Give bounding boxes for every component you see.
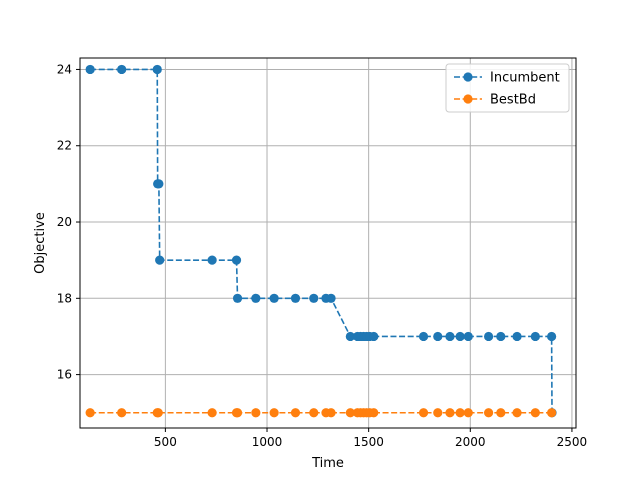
data-point-bestbd xyxy=(326,408,336,418)
y-tick-label: 20 xyxy=(57,215,72,229)
legend-marker-incumbent xyxy=(463,72,473,82)
data-point-incumbent xyxy=(155,255,165,265)
data-point-bestbd xyxy=(496,408,506,418)
data-point-bestbd xyxy=(309,408,319,418)
y-tick-label: 16 xyxy=(57,368,72,382)
legend-label-incumbent: Incumbent xyxy=(490,71,560,86)
data-point-bestbd xyxy=(547,408,557,418)
plot-frame xyxy=(79,57,577,429)
data-point-incumbent xyxy=(269,293,279,303)
data-point-bestbd xyxy=(232,408,243,418)
data-point-bestbd xyxy=(290,408,301,418)
data-point-incumbent xyxy=(326,293,336,303)
data-point-incumbent xyxy=(290,293,301,303)
x-tick-label: 2000 xyxy=(455,435,486,449)
x-tick-label: 1500 xyxy=(353,435,384,449)
data-point-bestbd xyxy=(345,408,355,418)
data-point-bestbd xyxy=(455,408,465,418)
data-point-incumbent xyxy=(433,331,443,342)
data-point-bestbd xyxy=(251,408,261,418)
data-point-bestbd xyxy=(117,408,127,418)
data-point-bestbd xyxy=(463,408,473,418)
y-tick-label: 18 xyxy=(57,291,72,305)
data-point-incumbent xyxy=(309,293,319,303)
legend-marker-bestbd xyxy=(463,94,473,104)
x-tick-label: 2500 xyxy=(557,435,588,449)
x-axis-label: Time xyxy=(311,456,344,471)
data-point-bestbd xyxy=(369,408,379,418)
data-point-incumbent xyxy=(530,331,540,342)
data-point-incumbent xyxy=(154,179,164,189)
data-point-bestbd xyxy=(85,408,95,418)
data-point-incumbent xyxy=(207,255,217,265)
data-point-bestbd xyxy=(207,408,217,418)
data-point-incumbent xyxy=(345,331,355,342)
x-tick-label: 500 xyxy=(154,435,177,449)
data-point-incumbent xyxy=(117,64,127,75)
data-point-bestbd xyxy=(433,408,443,418)
data-point-incumbent xyxy=(512,331,522,342)
series-incumbent xyxy=(85,64,557,418)
data-point-incumbent xyxy=(369,331,379,342)
data-point-bestbd xyxy=(445,408,455,418)
data-point-bestbd xyxy=(512,408,522,418)
legend-box xyxy=(445,63,570,113)
data-point-incumbent xyxy=(251,293,261,303)
data-point-incumbent xyxy=(463,331,473,342)
data-point-incumbent xyxy=(231,255,242,265)
data-point-bestbd xyxy=(269,408,279,418)
data-point-incumbent xyxy=(85,64,95,75)
data-point-incumbent xyxy=(232,293,243,303)
data-point-incumbent xyxy=(547,331,557,342)
series-bestbd xyxy=(85,408,557,418)
legend-label-bestbd: BestBd xyxy=(490,93,536,108)
data-point-incumbent xyxy=(152,64,162,75)
data-point-bestbd xyxy=(153,408,163,418)
y-axis-label: Objective xyxy=(33,212,48,274)
data-point-incumbent xyxy=(455,331,465,342)
data-point-incumbent xyxy=(445,331,455,342)
y-tick-label: 24 xyxy=(57,62,72,76)
data-point-incumbent xyxy=(483,331,494,342)
y-tick-label: 22 xyxy=(57,139,72,153)
series-layer xyxy=(85,64,557,418)
x-tick-label: 1000 xyxy=(252,435,283,449)
data-point-incumbent xyxy=(496,331,506,342)
data-point-bestbd xyxy=(418,408,429,418)
data-point-incumbent xyxy=(418,331,429,342)
data-point-bestbd xyxy=(530,408,540,418)
ticks: 500 1000 1500 2000 2500 16 18 20 22 24 xyxy=(57,62,587,449)
data-point-bestbd xyxy=(483,408,494,418)
legend: Incumbent BestBd xyxy=(445,63,570,113)
